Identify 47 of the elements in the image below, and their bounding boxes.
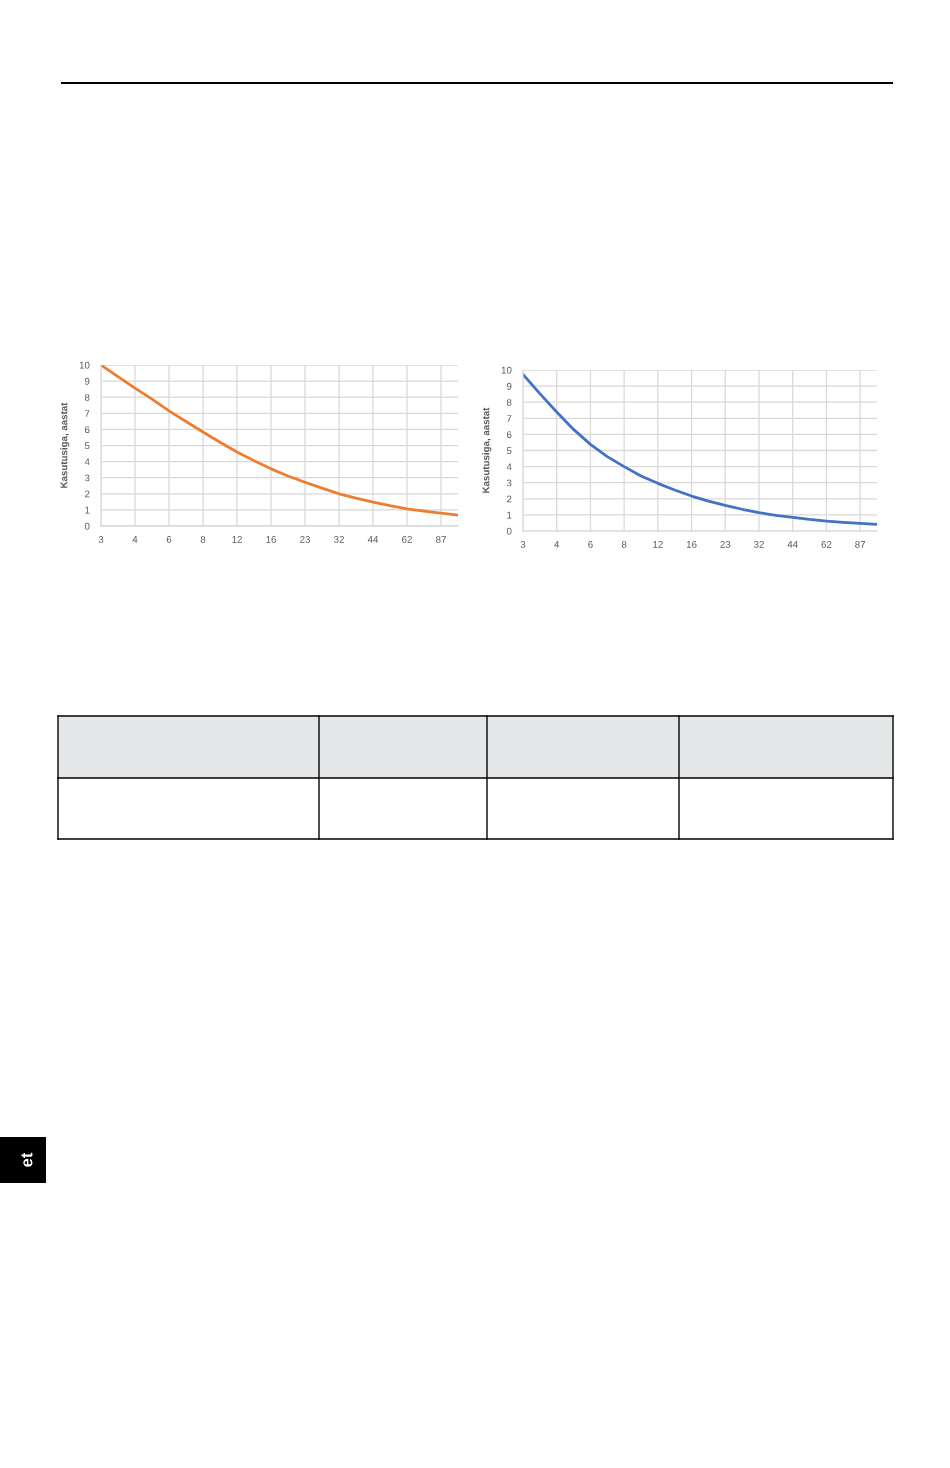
x-tick-label: 62 (402, 535, 412, 543)
x-tick-label: 12 (653, 540, 663, 548)
y-tick-label: 10 (501, 366, 512, 374)
x-tick-label: 12 (232, 535, 242, 543)
y-tick-label: 0 (506, 527, 512, 535)
x-tick-label: 32 (333, 535, 344, 543)
x-tick-label: 6 (588, 540, 593, 548)
x-tick-label: 87 (855, 540, 866, 548)
x-tick-label: 6 (166, 535, 172, 543)
x-tick-label: 8 (621, 540, 627, 548)
x-tick-label: 4 (132, 536, 138, 543)
y-tick-label: 8 (84, 393, 90, 401)
y-tick-label: 0 (84, 522, 90, 530)
x-tick-label: 32 (753, 540, 764, 548)
x-tick-label: 87 (436, 535, 446, 543)
y-axis-title: Kasutusiga, aastat (482, 407, 492, 493)
y-tick-label: 4 (506, 463, 512, 471)
x-tick-label: 44 (367, 536, 379, 543)
text: et (21, 1152, 33, 1167)
x-tick-label: 3 (520, 540, 526, 548)
y-axis-title: Kasutusiga, aastat (60, 402, 70, 488)
y-tick-label: 2 (84, 490, 90, 498)
y-tick-label: 3 (84, 474, 90, 482)
x-tick-label: 62 (821, 540, 832, 548)
x-tick-label: 23 (720, 540, 731, 548)
y-tick-label: 10 (79, 361, 90, 369)
y-tick-label: 8 (506, 398, 512, 406)
y-tick-label: 6 (506, 431, 512, 439)
x-tick-label: 16 (266, 535, 276, 543)
x-tick-label: 4 (554, 541, 560, 548)
y-tick-label: 7 (506, 415, 512, 422)
y-tick-label: 2 (506, 495, 512, 503)
y-tick-label: 7 (84, 410, 90, 417)
x-tick-label: 44 (787, 541, 798, 548)
x-tick-label: 3 (98, 535, 104, 543)
x-tick-label: 23 (300, 535, 310, 543)
y-tick-label: 6 (84, 426, 90, 434)
y-tick-label: 5 (506, 447, 512, 455)
y-tick-label: 3 (506, 479, 512, 487)
y-tick-label: 9 (506, 382, 512, 390)
y-tick-label: 1 (507, 511, 512, 519)
y-tick-label: 1 (85, 506, 90, 514)
y-tick-label: 4 (84, 458, 90, 466)
x-tick-label: 16 (686, 540, 697, 548)
x-tick-label: 8 (200, 535, 206, 543)
y-tick-label: 5 (84, 442, 90, 450)
y-tick-label: 9 (84, 377, 90, 385)
